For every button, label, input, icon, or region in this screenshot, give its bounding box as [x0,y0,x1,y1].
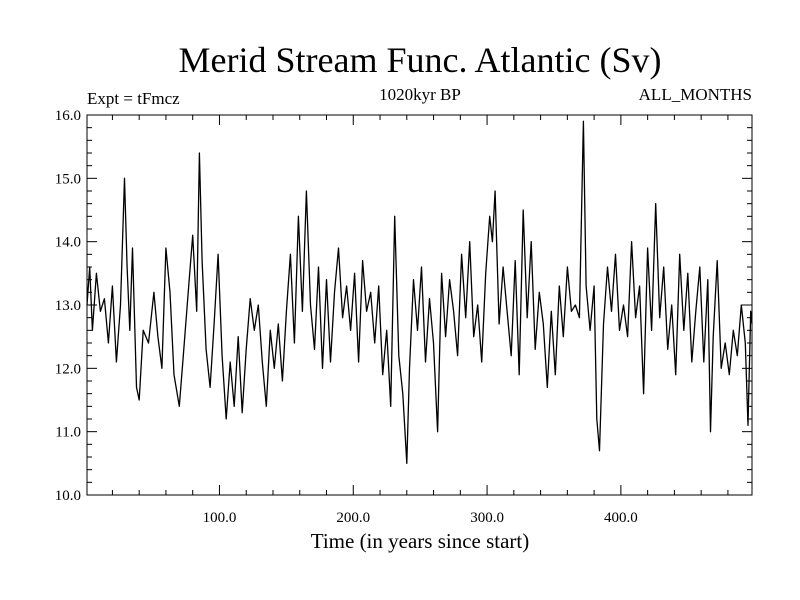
period-label: 1020kyr BP [379,85,461,104]
y-axis-ticks: 10.0 11.0 12.0 13.0 14.0 15.0 16.0 [55,108,752,504]
x-tick-label: 200.0 [336,510,370,526]
y-tick-label: 12.0 [55,361,81,377]
y-tick-label: 16.0 [55,108,81,124]
series-line [86,120,753,464]
y-tick-label: 11.0 [55,425,81,441]
x-tick-label: 100.0 [203,510,237,526]
series-layer [86,120,753,464]
chart-title: Merid Stream Func. Atlantic (Sv) [179,40,662,80]
y-tick-label: 15.0 [55,171,81,187]
months-label: ALL_MONTHS [639,85,752,104]
experiment-label: Expt = tFmcz [87,89,180,108]
y-tick-label: 13.0 [55,298,81,314]
x-axis-label: Time (in years since start) [311,529,530,553]
x-axis-ticks: 100.0 200.0 300.0 400.0 [111,115,729,526]
x-tick-label: 400.0 [604,510,638,526]
y-tick-label: 14.0 [55,235,81,251]
x-tick-label: 300.0 [470,510,504,526]
y-tick-label: 10.0 [55,488,81,504]
